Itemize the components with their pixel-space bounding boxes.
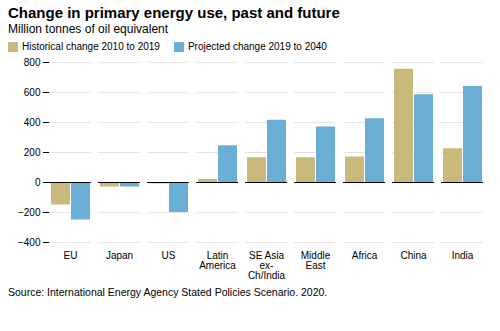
svg-text:600: 600 — [24, 87, 41, 98]
svg-text:0: 0 — [35, 177, 41, 188]
svg-text:800: 800 — [24, 57, 41, 68]
svg-text:MiddleEast: MiddleEast — [301, 250, 331, 271]
html-text:Historical change 2010 to 2019: Historical change 2010 to 2019 — [22, 41, 160, 52]
svg-text:EU: EU — [64, 250, 78, 261]
svg-text:−400: −400 — [18, 237, 41, 248]
html-text:Million tonnes of oil equivale: Million tonnes of oil equivalent — [8, 22, 169, 36]
html-text:Change in primary energy use,: Change in primary energy use, past and f… — [8, 4, 340, 21]
svg-text:China: China — [400, 250, 427, 261]
html-text:Source: International Energy A: Source: International Energy Agency Stat… — [8, 286, 328, 298]
html-text:Projected change 2019 to 2040: Projected change 2019 to 2040 — [187, 41, 327, 52]
svg-text:US: US — [162, 250, 176, 261]
svg-text:SE Asiaex-Ch/India: SE Asiaex-Ch/India — [248, 250, 286, 281]
svg-text:200: 200 — [24, 147, 41, 158]
svg-text:400: 400 — [24, 117, 41, 128]
svg-text:Japan: Japan — [106, 250, 133, 261]
svg-text:India: India — [452, 250, 474, 261]
svg-text:LatinAmerica: LatinAmerica — [199, 250, 236, 271]
svg-text:−200: −200 — [18, 207, 41, 218]
svg-text:Africa: Africa — [352, 250, 378, 261]
